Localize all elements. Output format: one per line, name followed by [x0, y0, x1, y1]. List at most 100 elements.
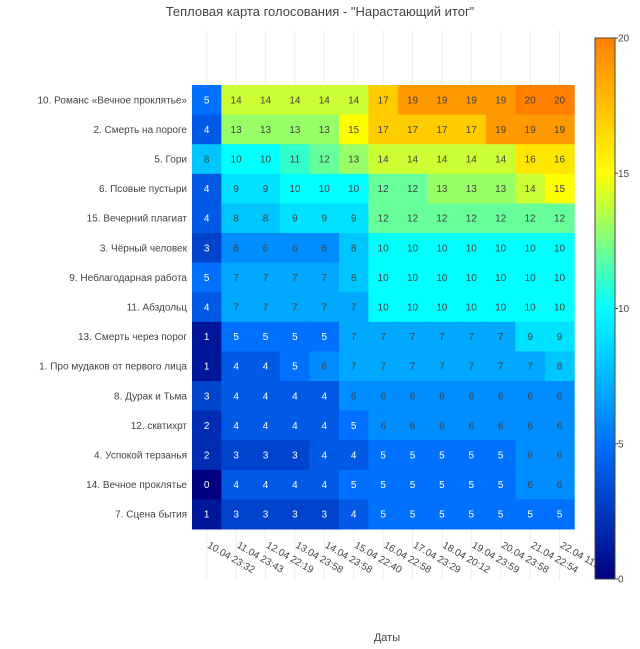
heatmap-cell: [486, 203, 516, 234]
heatmap-cell: [397, 499, 428, 530]
heatmap-cell: [397, 410, 428, 441]
cell-value-labels: 5 14 14 14 14 14 17 19 19 19 19 20 204 13 13 13 13 15 17 17…: [204, 95, 566, 520]
heatmap-cell: [544, 469, 575, 500]
heatmap-cell: [427, 351, 458, 382]
cell-value-label: 9: [351, 214, 357, 225]
cell-value-label: 13: [260, 125, 272, 136]
cell-value-label: 15: [554, 184, 566, 195]
heatmap-cell: [192, 440, 222, 471]
cell-value-label: 14: [260, 95, 272, 106]
cell-value-label: 19: [525, 125, 537, 136]
cell-value-label: 10: [348, 184, 360, 195]
cell-value-label: 10: [436, 273, 448, 284]
heatmap-cell: [309, 114, 340, 145]
colorbar-tick-label: 20: [618, 34, 630, 45]
cell-value-label: 7: [410, 362, 416, 373]
cell-value-label: 10: [319, 184, 331, 195]
heatmap-cell: [486, 85, 516, 116]
y-tick-label: 13. Смерть через порог: [78, 332, 187, 343]
cell-value-label: 7: [322, 273, 328, 284]
cell-value-label: 6: [263, 243, 269, 254]
cell-value-label: 3: [292, 510, 298, 521]
heatmap-cell: [280, 233, 311, 264]
heatmap-cell: [427, 469, 458, 500]
heatmap-cell: [250, 410, 281, 441]
heatmap-cell: [486, 114, 516, 145]
cell-value-label: 10: [525, 273, 537, 284]
cell-value-label: 16: [525, 155, 537, 166]
cell-value-label: 10: [436, 303, 448, 314]
cell-value-label: 4: [204, 303, 210, 314]
cell-value-label: 8: [263, 214, 269, 225]
y-tick-label: 1. Про мудаков от первого лица: [39, 362, 187, 373]
cell-value-label: 7: [469, 332, 475, 343]
heatmap-cell: [427, 233, 458, 264]
heatmap-cell: [221, 233, 252, 264]
heatmap-cell: [397, 114, 428, 145]
cell-value-label: 17: [436, 125, 448, 136]
cell-value-label: 10: [466, 273, 478, 284]
y-tick-label: 5. Гори: [154, 155, 187, 166]
heatmap-cell: [427, 173, 458, 204]
cell-value-label: 6: [233, 243, 239, 254]
cell-value-label: 7: [322, 303, 328, 314]
heatmap-cell: [397, 381, 428, 412]
cell-value-label: 7: [439, 362, 445, 373]
cell-value-label: 15: [348, 125, 360, 136]
heatmap-cell: [280, 469, 311, 500]
cell-value-label: 7: [527, 362, 533, 373]
heatmap-cell: [368, 351, 399, 382]
y-axis-labels: 10. Романс «Вечное проклятье» 2. Смерть н…: [38, 95, 188, 520]
cell-value-label: 6: [322, 243, 328, 254]
heatmap-cell: [280, 144, 311, 175]
heatmap-cell: [221, 440, 252, 471]
heatmap-cell: [309, 262, 340, 293]
cell-value-label: 5: [380, 510, 386, 521]
heatmap-cell: [309, 233, 340, 264]
heatmap-cell: [309, 321, 340, 352]
heatmap-cell: [280, 321, 311, 352]
cell-value-label: 10: [260, 155, 272, 166]
cell-value-label: 4: [322, 480, 328, 491]
cell-value-label: 5: [380, 480, 386, 491]
heatmap-cell: [427, 499, 458, 530]
heatmap-cell: [339, 292, 369, 323]
heatmap-cell: [486, 233, 516, 264]
heatmap-cell: [515, 381, 546, 412]
cell-value-label: 14: [348, 95, 360, 106]
heatmap-cell: [397, 351, 428, 382]
y-tick-label: 6. Псовые пустыри: [99, 184, 187, 195]
cell-value-label: 4: [233, 362, 239, 373]
cell-value-label: 13: [231, 125, 243, 136]
cell-value-label: 5: [233, 332, 239, 343]
cell-value-label: 5: [439, 510, 445, 521]
cell-value-label: 4: [233, 480, 239, 491]
cell-value-label: 3: [233, 510, 239, 521]
cell-value-label: 3: [292, 451, 298, 462]
cell-value-label: 7: [351, 362, 357, 373]
cell-value-label: 10: [554, 303, 566, 314]
heatmap-cell: [427, 144, 458, 175]
cell-value-label: 4: [263, 391, 269, 402]
heatmap-cell: [221, 114, 252, 145]
y-tick-label: 4. Успокой терзанья: [94, 451, 187, 462]
heatmap-cell: [221, 203, 252, 234]
cell-value-label: 8: [233, 214, 239, 225]
cell-value-label: 5: [498, 480, 504, 491]
y-tick-label: 14. Вечное проклятье: [86, 480, 187, 491]
cell-value-label: 7: [263, 273, 269, 284]
cell-value-label: 9: [557, 332, 563, 343]
chart-title: Тепловая карта голосования - "Нарастающи…: [166, 4, 475, 19]
cell-value-label: 5: [380, 451, 386, 462]
heatmap-cell: [515, 233, 546, 264]
cell-value-label: 14: [466, 155, 478, 166]
heatmap-cell: [250, 233, 281, 264]
heatmap-cell: [456, 440, 487, 471]
heatmap-cell: [486, 173, 516, 204]
cell-value-label: 5: [469, 451, 475, 462]
cell-value-label: 10: [378, 243, 390, 254]
heatmap-cell: [486, 144, 516, 175]
heatmap-cell: [456, 262, 487, 293]
heatmap-cell: [192, 469, 222, 500]
